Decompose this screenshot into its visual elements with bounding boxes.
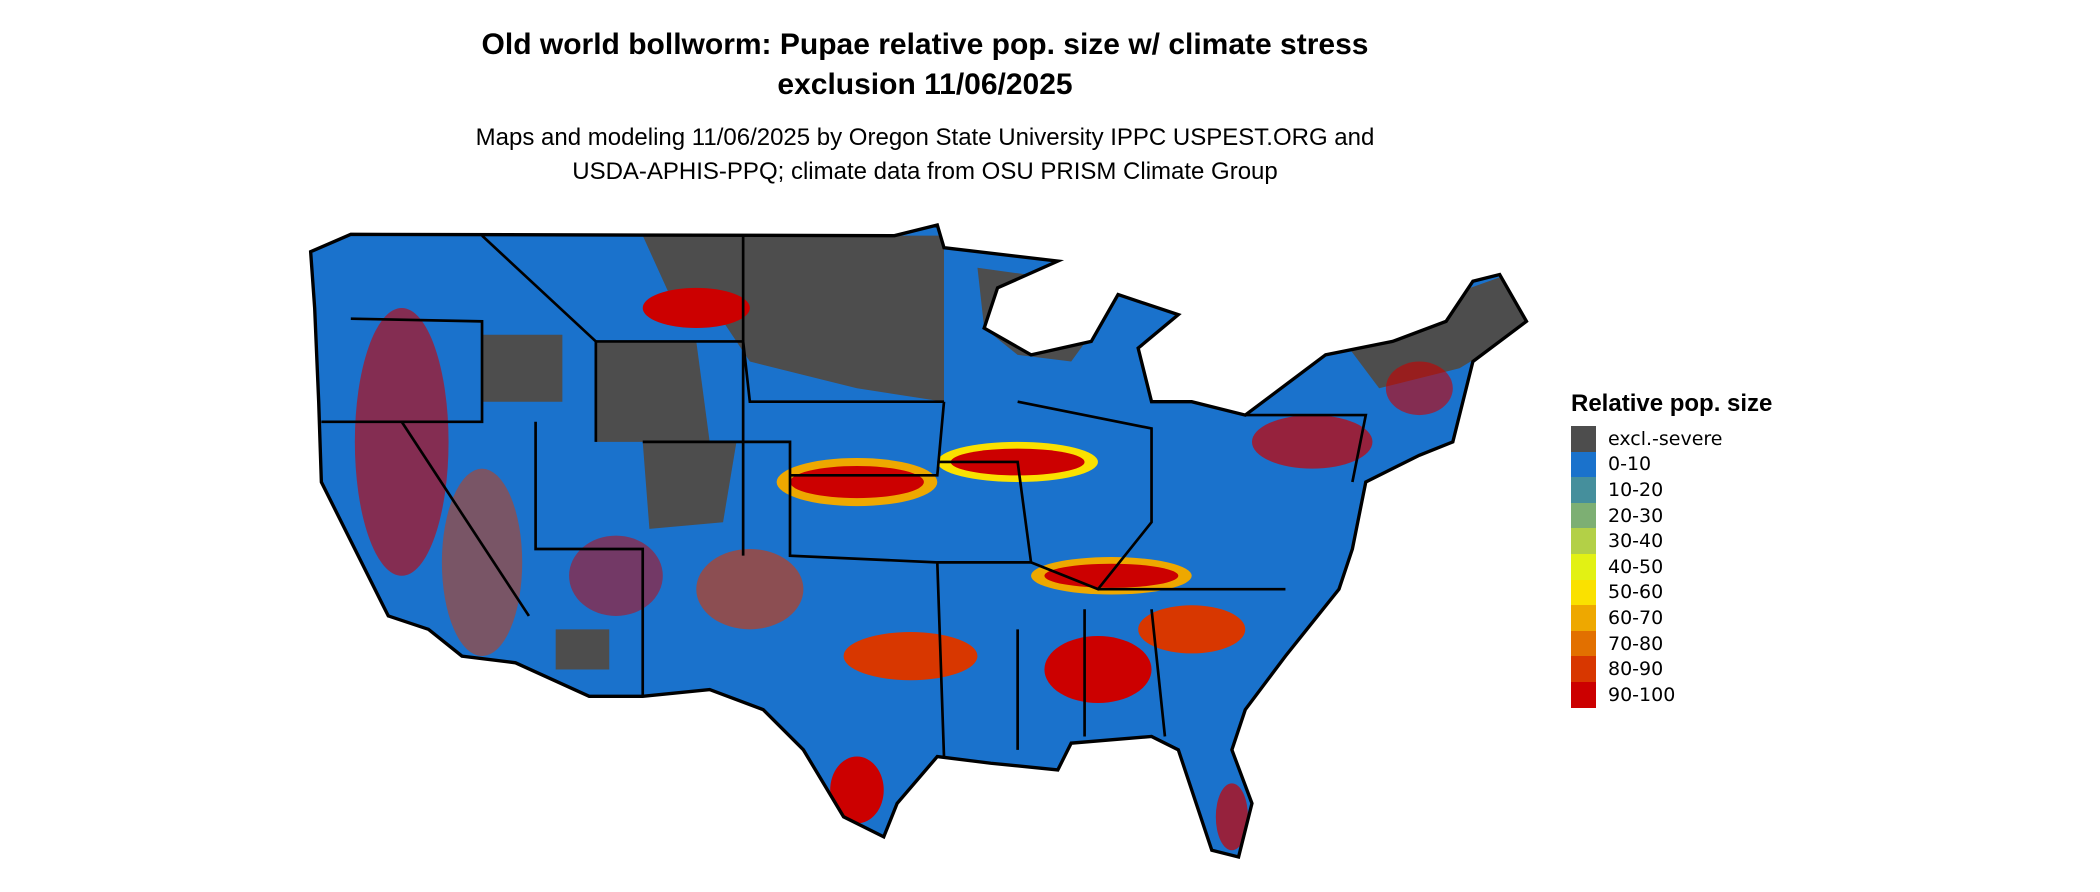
legend-item: 40-50 xyxy=(1571,553,1772,580)
legend-label: excl.-severe xyxy=(1608,427,1723,450)
high-pop-regions xyxy=(354,287,1453,851)
legend-swatch xyxy=(1571,553,1596,580)
map-title-line-2: exclusion 11/06/2025 xyxy=(777,68,1073,101)
legend-items: excl.-severe 0-10 10-20 20-30 30-40 40-50 50-6… xyxy=(1571,426,1772,708)
legend-item: 50-60 xyxy=(1571,579,1772,606)
legend-swatch xyxy=(1571,426,1596,452)
legend-swatch xyxy=(1571,681,1596,708)
legend-item: 70-80 xyxy=(1571,630,1772,657)
legend-item: 80-90 xyxy=(1571,656,1772,682)
legend-item: 20-30 xyxy=(1571,502,1772,529)
map-title-line-1: Old world bollworm: Pupae relative pop. … xyxy=(481,28,1369,61)
legend-label: 90-100 xyxy=(1608,683,1676,706)
legend-label: 40-50 xyxy=(1608,555,1664,578)
legend-label: 50-60 xyxy=(1608,581,1664,604)
legend-swatch xyxy=(1571,451,1596,478)
legend: Relative pop. size excl.-severe 0-10 10-20… xyxy=(1571,390,1772,708)
legend-label: 20-30 xyxy=(1608,504,1664,527)
legend-swatch xyxy=(1571,477,1596,503)
subtitle-line-1: Maps and modeling 11/06/2025 by Oregon S… xyxy=(475,124,1375,151)
legend-label: 70-80 xyxy=(1608,632,1664,655)
legend-swatch xyxy=(1571,605,1596,631)
legend-title: Relative pop. size xyxy=(1571,390,1773,417)
legend-item: 10-20 xyxy=(1571,477,1772,503)
legend-swatch xyxy=(1571,630,1596,657)
legend-swatch xyxy=(1571,528,1596,554)
legend-swatch xyxy=(1571,502,1596,529)
legend-item: 90-100 xyxy=(1571,681,1772,708)
legend-swatch xyxy=(1571,656,1596,682)
subtitle-line-2: USDA-APHIS-PPQ; climate data from OSU PR… xyxy=(572,158,1278,185)
legend-item: 60-70 xyxy=(1571,605,1772,631)
state-borders xyxy=(321,234,1368,757)
legend-label: 30-40 xyxy=(1608,530,1664,553)
legend-item: 0-10 xyxy=(1571,451,1772,478)
legend-item: 30-40 xyxy=(1571,528,1772,554)
legend-swatch xyxy=(1571,579,1596,606)
legend-label: 80-90 xyxy=(1608,658,1664,681)
legend-label: 0-10 xyxy=(1608,453,1652,476)
legend-item: excl.-severe xyxy=(1571,426,1772,452)
legend-label: 10-20 xyxy=(1608,478,1664,501)
legend-label: 60-70 xyxy=(1608,606,1664,629)
